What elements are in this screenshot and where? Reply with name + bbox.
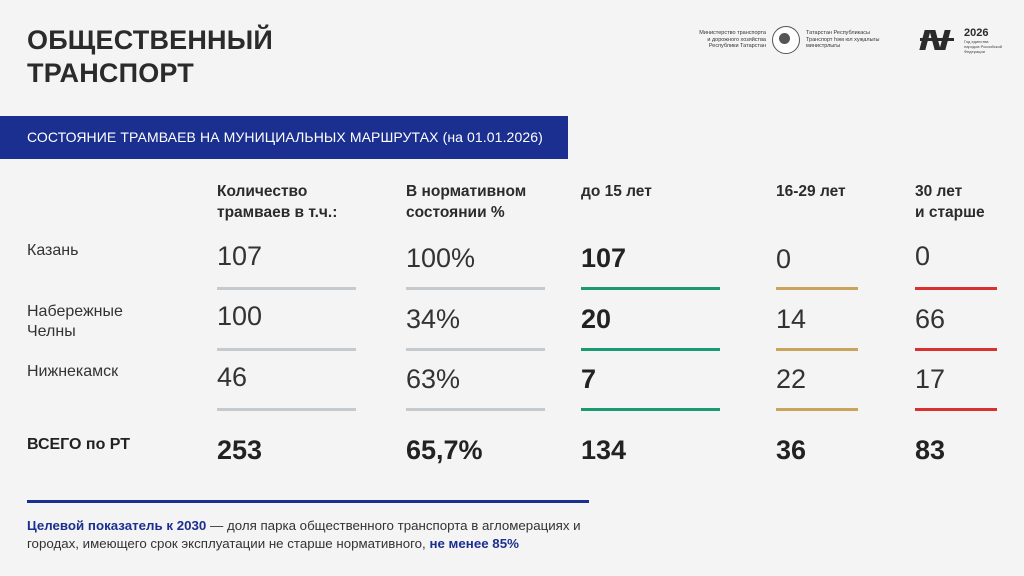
title-line-1: ОБЩЕСТВЕННЫЙ — [27, 25, 273, 55]
column-header-16-29: 16-29 лет — [776, 183, 846, 200]
cell-under-15: 20 — [581, 304, 612, 334]
row-2-underline-16-29 — [776, 348, 858, 351]
row-1-underline-30-plus — [915, 287, 997, 290]
year-logo: 2026 Год единства народов Российской Фед… — [919, 26, 1004, 54]
cell-16-29: 22 — [776, 364, 807, 394]
column-header-under-15: до 15 лет — [581, 183, 652, 200]
cell-total: 100 — [217, 301, 263, 331]
cell-30-plus: 0 — [915, 241, 931, 271]
page-title: ОБЩЕСТВЕННЫЙ ТРАНСПОРТ — [27, 24, 273, 90]
row-2-underline-normative — [406, 348, 545, 351]
column-header-normative: В нормативном состоянии % — [406, 183, 527, 221]
cell-16-29: 14 — [776, 304, 807, 334]
title-line-2: ТРАНСПОРТ — [27, 58, 194, 88]
target-indicator-note: Целевой показатель к 2030 — доля парка о… — [27, 517, 587, 553]
ministry-name-tatar: Татарстан Республикасы Транспорт һәм юл … — [806, 30, 880, 50]
cell-30-plus: 66 — [915, 304, 946, 334]
target-indicator-emphasis: не менее 85% — [429, 536, 519, 551]
ministry-emblem-icon — [772, 26, 800, 54]
column-header-30-plus: 30 лет и старше — [915, 183, 985, 221]
total-under-15: 134 — [581, 435, 627, 465]
row-3-underline-under-15 — [581, 408, 720, 411]
total-16-29: 36 — [776, 435, 807, 465]
year-number: 2026 — [964, 26, 989, 39]
row-1-underline-under-15 — [581, 287, 720, 290]
row-3-underline-normative — [406, 408, 545, 411]
cell-normative: 100% — [406, 243, 476, 273]
row-1-underline-normative — [406, 287, 545, 290]
row-label-naberezhnye-chelny: Набережные Челны — [27, 303, 123, 340]
row-2-underline-count — [217, 348, 356, 351]
cell-16-29: 0 — [776, 244, 792, 274]
row-label-nizhnekamsk: Нижнекамск — [27, 363, 119, 380]
totals-label: ВСЕГО по РТ — [27, 436, 131, 453]
total-count: 253 — [217, 435, 263, 465]
cell-total: 107 — [217, 241, 263, 271]
target-indicator-text: — доля парка общественного транспорта в … — [27, 518, 581, 551]
cell-total: 46 — [217, 362, 248, 392]
year-mark-icon — [919, 27, 962, 53]
cell-under-15: 107 — [581, 243, 627, 273]
column-header-count: Количество трамваев в т.ч.: — [217, 183, 338, 221]
row-2-underline-30-plus — [915, 348, 997, 351]
total-30-plus: 83 — [915, 435, 946, 465]
cell-normative: 34% — [406, 304, 461, 334]
row-3-underline-30-plus — [915, 408, 997, 411]
row-3-underline-count — [217, 408, 356, 411]
target-indicator-highlight: Целевой показатель к 2030 — [27, 518, 207, 533]
ministry-name-russian: Министерство транспорта и дорожного хозя… — [699, 30, 766, 50]
section-banner: СОСТОЯНИЕ ТРАМВАЕВ НА МУНИЦИАЛЬНЫХ МАРШР… — [0, 116, 568, 159]
total-normative: 65,7% — [406, 435, 483, 465]
row-1-underline-16-29 — [776, 287, 858, 290]
year-caption: Год единства народов Российской Федераци… — [964, 38, 1003, 54]
row-2-underline-under-15 — [581, 348, 720, 351]
row-3-underline-16-29 — [776, 408, 858, 411]
cell-30-plus: 17 — [915, 364, 946, 394]
row-1-underline-count — [217, 287, 356, 290]
cell-under-15: 7 — [581, 364, 597, 394]
header-logos: Министерство транспорта и дорожного хозя… — [696, 24, 1004, 56]
cell-normative: 63% — [406, 364, 461, 394]
footer-divider — [27, 500, 589, 503]
row-label-kazan: Казань — [27, 242, 79, 259]
